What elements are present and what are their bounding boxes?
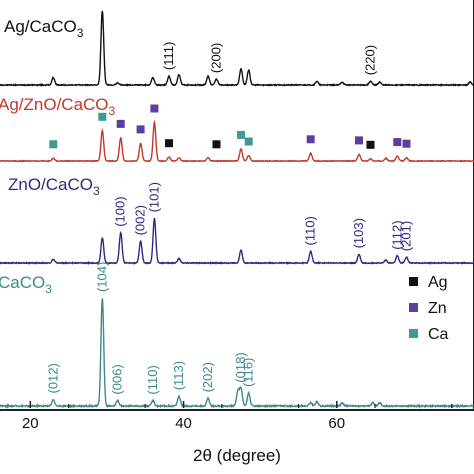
curve-zno-caco3	[0, 217, 474, 266]
legend-label: Zn	[428, 300, 447, 317]
peak-label: (112)	[389, 220, 404, 249]
peak-label: (101)	[146, 182, 161, 212]
x-axis-label: 2θ (degree)	[193, 446, 281, 465]
curve-ag-zno-caco3	[0, 119, 474, 163]
peak-label: (116)	[241, 358, 256, 387]
phase-marker-caco3	[49, 140, 58, 149]
phase-marker-zno	[116, 119, 125, 128]
phase-marker-zno	[136, 125, 145, 134]
phase-marker-caco3	[98, 112, 107, 121]
peak-label: (201)	[399, 221, 414, 251]
phase-marker-caco3	[244, 137, 253, 146]
peak-label: (006)	[110, 364, 125, 394]
peak-label: (018)	[233, 352, 248, 382]
legend-marker-ag	[409, 277, 418, 286]
series-label: Ag/ZnO/CaCO3	[0, 95, 116, 118]
phase-marker-ag	[212, 140, 221, 149]
peak-label: (012)	[45, 363, 60, 393]
legend-marker-zno	[409, 303, 418, 312]
peak-label: (103)	[351, 218, 366, 248]
peak-label: (002)	[133, 205, 148, 235]
peak-label: (111)	[161, 42, 176, 70]
peak-label: (110)	[145, 365, 160, 394]
series-label: CaCO3	[0, 273, 52, 296]
series-label: Ag/CaCO3	[4, 17, 84, 40]
legend-label: Ag	[428, 274, 448, 291]
phase-marker-zno	[150, 104, 159, 113]
legend-marker-caco3	[409, 329, 418, 338]
phase-marker-zno	[355, 136, 363, 145]
phase-marker-zno	[402, 139, 411, 148]
curve-ag-caco3	[0, 10, 474, 87]
peak-label: (202)	[200, 362, 215, 392]
peak-label: (220)	[363, 45, 378, 75]
x-tick-label: 60	[328, 415, 345, 432]
peak-label: (110)	[303, 216, 318, 245]
peak-label: (200)	[209, 43, 224, 73]
plot-frame	[0, 0, 474, 411]
peak-label: (104)	[94, 262, 109, 292]
curve-caco3	[0, 298, 474, 409]
phase-marker-zno	[393, 138, 402, 147]
phase-marker-zno	[306, 135, 315, 144]
series-label: ZnO/CaCO3	[8, 175, 100, 198]
x-tick-label: 20	[22, 415, 39, 432]
x-tick-label: 40	[175, 415, 192, 432]
legend-label: Ca	[428, 326, 449, 343]
phase-marker-ag	[366, 140, 375, 149]
phase-marker-caco3	[237, 130, 245, 139]
peak-label: (100)	[113, 196, 128, 226]
phase-marker-ag	[165, 139, 173, 148]
peak-label: (113)	[171, 361, 186, 390]
